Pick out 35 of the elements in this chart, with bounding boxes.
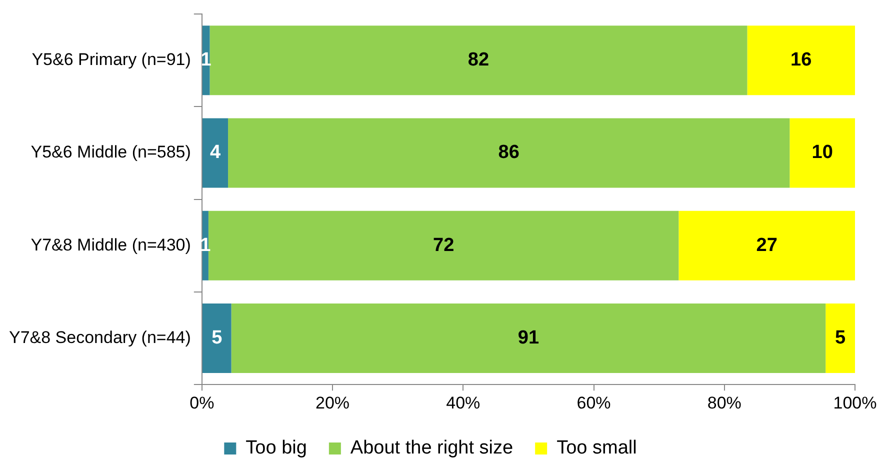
y-tick-label: Y5&6 Primary (n=91) <box>32 50 191 70</box>
x-tick-label: 0% <box>190 393 214 412</box>
bar <box>202 26 210 96</box>
data-label: 72 <box>432 234 454 256</box>
data-label: 86 <box>498 142 520 164</box>
bar <box>790 118 855 188</box>
data-label: 1 <box>200 50 212 71</box>
bar <box>231 304 826 374</box>
x-tick-label: 40% <box>446 393 480 412</box>
bar <box>228 118 790 188</box>
bar <box>678 210 855 280</box>
data-label: 5 <box>212 328 223 349</box>
x-tick-label: 20% <box>316 393 350 412</box>
data-label: 1 <box>200 234 212 256</box>
data-label: 4 <box>210 142 221 164</box>
y-tick-label: Y7&8 Secondary (n=44) <box>9 328 191 347</box>
y-tick-label: Y5&6 Middle (n=585) <box>30 142 191 162</box>
data-label: 91 <box>518 328 540 349</box>
data-label: 5 <box>835 328 846 349</box>
data-label: 10 <box>812 142 833 164</box>
bar <box>747 26 855 96</box>
data-label: 82 <box>468 50 490 71</box>
y-tick-label: Y7&8 Middle (n=430) <box>30 235 191 254</box>
legend-label: Too small <box>556 438 637 459</box>
bar <box>202 304 232 374</box>
data-label: 27 <box>756 234 778 256</box>
legend-label: About the right size <box>350 438 514 459</box>
x-tick-label: 100% <box>833 393 877 412</box>
legend-label: Too big <box>246 438 307 459</box>
bar <box>210 26 748 96</box>
data-label: 16 <box>790 50 812 71</box>
x-tick-label: 80% <box>707 393 742 412</box>
x-tick-label: 60% <box>576 393 611 412</box>
bar <box>202 118 228 188</box>
bar <box>826 304 855 374</box>
